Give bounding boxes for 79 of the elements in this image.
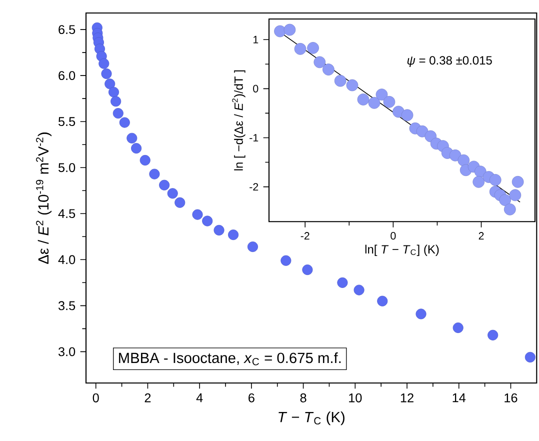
point: [101, 68, 112, 79]
y-tick-label: 6.0: [58, 71, 76, 80]
point: [458, 154, 470, 166]
point: [322, 64, 334, 76]
point: [247, 242, 258, 252]
point: [228, 230, 239, 240]
y-tick-label: 1: [253, 36, 258, 44]
point: [401, 109, 414, 122]
point: [280, 255, 292, 266]
point: [104, 78, 116, 90]
point: [357, 94, 370, 106]
x-tick-label: 2: [144, 393, 151, 402]
point: [346, 79, 358, 92]
point: [392, 106, 404, 118]
point: [314, 56, 326, 68]
x-tick-label: 4: [196, 393, 203, 402]
point: [112, 108, 124, 119]
x-tick-label: -2: [300, 232, 310, 240]
point: [110, 96, 122, 107]
x-tick-label: 14: [452, 393, 466, 402]
x-tick-label: 2: [478, 232, 484, 240]
point: [108, 86, 120, 98]
annotation: ψ = 0.38 ±0.015: [407, 56, 492, 67]
x-tick-label: 16: [504, 393, 518, 402]
point: [488, 330, 498, 340]
x-axis-title: ln[ T − T$_{C}$] (K): [365, 244, 439, 256]
point: [368, 96, 380, 109]
y-tick-label: 4.5: [58, 209, 76, 218]
point: [489, 174, 502, 186]
point: [509, 189, 522, 202]
y-tick-label: 3.5: [58, 301, 76, 310]
point: [131, 143, 142, 154]
y-tick-label: 5.5: [58, 117, 76, 126]
point: [472, 176, 485, 188]
point: [307, 42, 319, 54]
point: [499, 194, 511, 206]
x-tick-label: 6: [248, 393, 254, 402]
point: [354, 284, 364, 296]
x-tick-label: 10: [349, 393, 362, 402]
y-tick-label: -2: [250, 183, 258, 191]
point: [416, 125, 428, 138]
point: [214, 224, 224, 236]
y-axis-title: ln [ −d(Δε / E$^{2}$)/dT ]: [232, 70, 246, 170]
point: [126, 132, 138, 144]
y-tick-label: -1: [250, 134, 258, 142]
x-tick-label: 0: [92, 393, 99, 402]
x-tick-label: 0: [390, 232, 396, 240]
point: [337, 277, 348, 288]
point: [174, 197, 186, 208]
x-tick-label: 8: [300, 393, 306, 402]
point: [377, 296, 388, 306]
point: [149, 168, 160, 180]
point: [192, 209, 203, 220]
point: [284, 24, 296, 36]
x-tick-label: 12: [400, 393, 414, 402]
point: [512, 176, 524, 188]
point: [159, 180, 170, 190]
point: [452, 322, 464, 334]
point: [302, 264, 313, 276]
point: [449, 149, 462, 162]
y-tick-label: 4.0: [58, 255, 76, 264]
point: [504, 203, 516, 216]
y-tick-label: 3.0: [58, 347, 76, 356]
y-tick-label: 0: [253, 84, 258, 92]
point: [167, 188, 178, 199]
x-axis-title: T − T$_{C}$ (K): [278, 412, 344, 426]
point: [202, 216, 213, 226]
point: [376, 88, 388, 100]
point: [294, 42, 306, 55]
point: [119, 117, 130, 128]
text: Δε / E$^{2}$ (10$^{-19}$ m$^{2}$V$^{-2}$): [36, 132, 52, 264]
point: [140, 154, 150, 166]
point: [334, 74, 346, 87]
point: [98, 58, 110, 69]
point: [383, 96, 396, 108]
point: [416, 308, 426, 320]
y-tick-label: 5.0: [58, 163, 76, 172]
y-tick-label: 6.5: [58, 25, 76, 34]
annotation: MBBA - Isooctane, x$_{C}$ = 0.675 m.f.: [119, 352, 341, 366]
